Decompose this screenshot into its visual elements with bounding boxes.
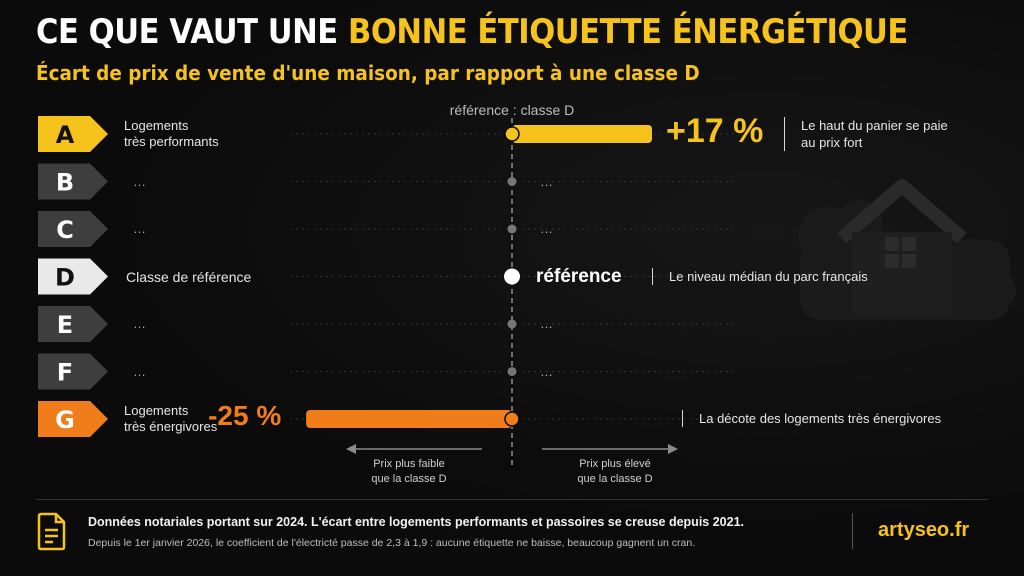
class-letter-c: C	[56, 216, 74, 244]
title-highlight: BONNE ÉTIQUETTE ÉNERGÉTIQUE	[347, 12, 908, 52]
note-a: Le haut du panier se paie au prix fort	[784, 117, 948, 151]
category-label-e: …	[133, 316, 146, 331]
page-title: CE QUE VAUT UNE BONNE ÉTIQUETTE ÉNERGÉTI…	[36, 12, 908, 52]
placeholder-dot-b	[507, 177, 517, 186]
category-label-g: Logements très énergivores	[124, 403, 218, 434]
zone-label-left: Prix plus faible que la classe D	[334, 457, 484, 487]
footer-divider	[36, 499, 988, 500]
bar-a	[512, 125, 652, 143]
footer-source: Données notariales portant sur 2024. L'é…	[88, 515, 744, 529]
zone-label-left-text: Prix plus faible que la classe D	[371, 458, 447, 485]
note-g: La décote des logements très énergivores	[682, 410, 941, 427]
zone-arrowhead-right	[668, 444, 678, 454]
class-band-b	[38, 163, 108, 200]
value-label-b: …	[540, 173, 553, 189]
placeholder-dot-f	[507, 367, 517, 376]
value-label-a: +17 %	[666, 112, 764, 150]
bar-g	[306, 410, 512, 428]
class-letter-d: D	[55, 264, 75, 292]
class-band-d	[38, 258, 108, 295]
footer-vertical-divider	[852, 513, 853, 549]
class-band-f	[38, 353, 108, 390]
class-letter-e: E	[57, 311, 73, 339]
title-plain: CE QUE VAUT UNE	[36, 12, 338, 52]
value-label-c: …	[540, 221, 553, 236]
page-subtitle: Écart de prix de vente d'une maison, par…	[36, 61, 700, 85]
value-label-f: …	[540, 363, 553, 379]
class-letter-g: G	[55, 406, 75, 434]
zone-arrowhead-left	[346, 444, 356, 454]
reference-dot	[504, 268, 520, 285]
class-band-c	[38, 211, 108, 247]
class-letter-f: F	[57, 359, 73, 387]
class-band-a	[38, 116, 108, 152]
category-label-d: Classe de référence	[126, 268, 252, 285]
zone-label-right-text: Prix plus élevé que la classe D	[577, 458, 653, 485]
class-band-e	[38, 306, 108, 342]
footer-note: Depuis le 1er janvier 2026, le coefficie…	[88, 537, 696, 549]
category-label-f: …	[133, 363, 146, 379]
class-letter-a: A	[56, 121, 75, 149]
class-letter-b: B	[56, 169, 74, 197]
reference-axis-label: référence : classe D	[449, 102, 575, 118]
category-label-a: Logements très performants	[124, 118, 219, 149]
placeholder-dot-e	[507, 319, 517, 329]
note-d: Le niveau médian du parc français	[652, 267, 868, 285]
value-label-e: …	[540, 316, 553, 331]
category-label-b: …	[133, 173, 146, 189]
placeholder-dot-c	[507, 224, 517, 234]
zone-label-right: Prix plus élevé que la classe D	[540, 457, 690, 487]
bar-origin-dot-a	[504, 126, 520, 142]
category-label-c: …	[133, 221, 146, 236]
brand-logo[interactable]: artyseo.fr	[878, 519, 970, 541]
bar-origin-dot-g	[504, 411, 520, 427]
class-band-g	[38, 401, 108, 437]
value-label-d: référence	[536, 265, 622, 287]
value-label-g: -25 %	[208, 400, 282, 431]
